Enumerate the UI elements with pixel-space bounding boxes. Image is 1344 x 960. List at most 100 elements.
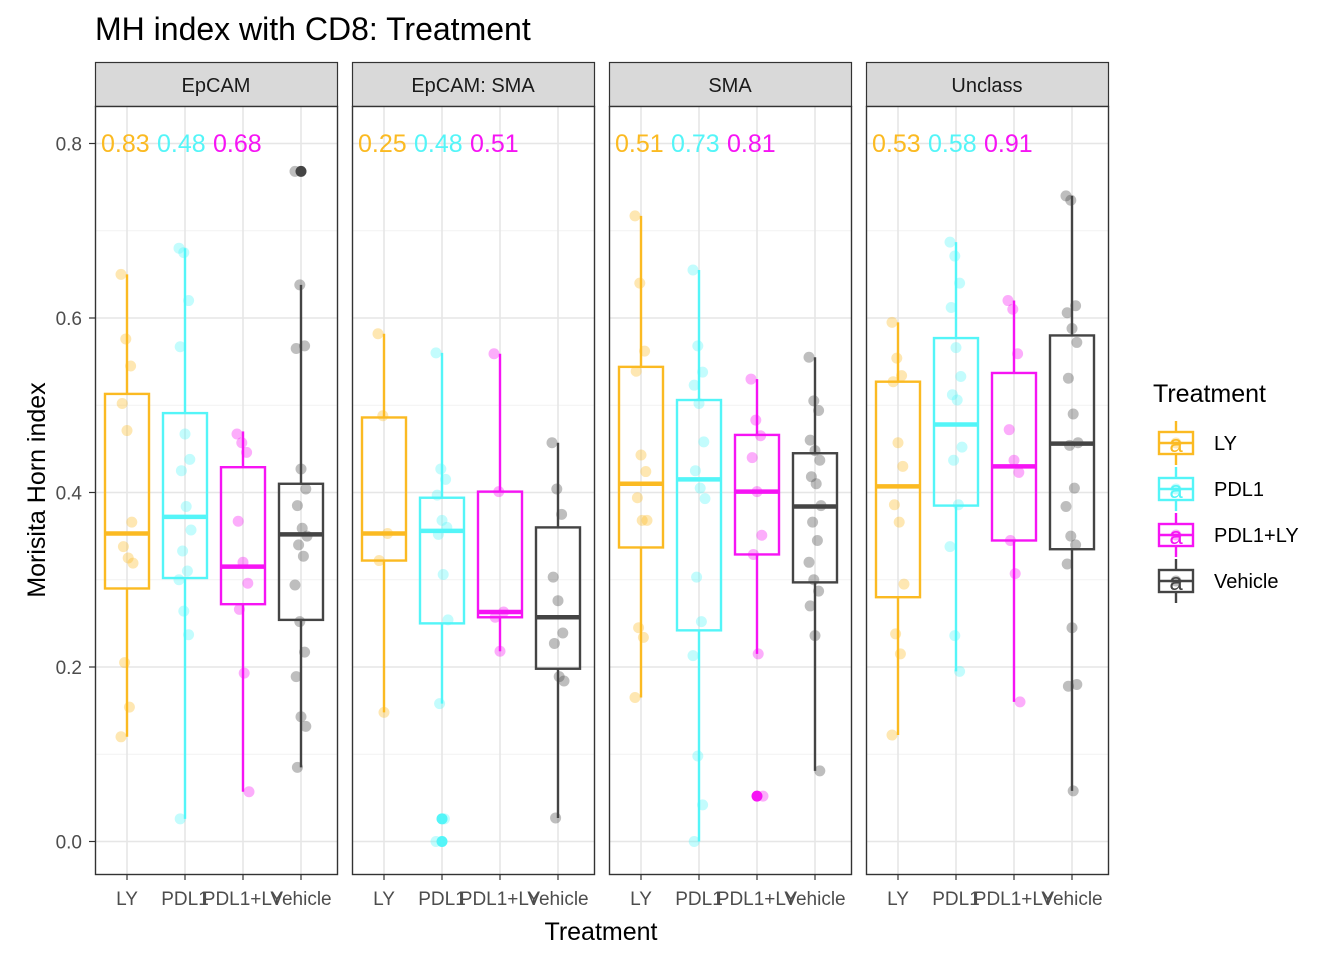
data-point — [1070, 300, 1082, 312]
data-point — [177, 545, 189, 557]
box-ly — [874, 316, 922, 741]
facet-strip-label: EpCAM — [182, 75, 251, 97]
legend-label: LY — [1214, 433, 1237, 455]
legend-title: Treatment — [1153, 380, 1266, 408]
data-point — [813, 585, 825, 597]
data-point — [547, 571, 559, 583]
annotation-text: 0.53 — [872, 130, 921, 158]
data-point — [637, 631, 649, 643]
data-point — [551, 483, 563, 495]
legend-key-point — [1170, 575, 1182, 587]
outlier-point — [436, 836, 448, 847]
box-pdl1-ly — [733, 373, 781, 802]
data-point — [687, 264, 699, 276]
data-point — [1061, 307, 1073, 319]
data-point — [558, 675, 570, 687]
data-point — [289, 579, 301, 591]
legend-item: a PDL1 — [1153, 467, 1264, 511]
data-point — [178, 247, 190, 259]
data-point — [629, 692, 641, 704]
data-point — [803, 351, 815, 363]
data-point — [1002, 295, 1014, 307]
x-tick-label: LY — [630, 889, 652, 910]
box-ly — [360, 328, 408, 718]
legend-label: PDL1 — [1214, 479, 1264, 501]
data-point — [437, 569, 449, 581]
data-point — [293, 539, 305, 551]
data-point — [688, 379, 700, 391]
data-point — [631, 492, 643, 504]
annotation-text: 0.51 — [470, 130, 519, 158]
data-point — [1012, 348, 1024, 360]
annotation-text: 0.25 — [358, 130, 407, 158]
data-point — [893, 516, 905, 528]
legend-key-glyph: a — [1169, 477, 1183, 504]
facet-strip-label: Unclass — [951, 75, 1022, 97]
box-iqr — [418, 496, 466, 625]
data-point — [378, 706, 390, 718]
annotation-text: 0.83 — [101, 130, 150, 158]
data-point — [757, 790, 769, 802]
panel-border — [351, 105, 596, 876]
data-point — [1060, 500, 1072, 512]
data-point — [296, 522, 308, 534]
data-point — [438, 813, 450, 825]
data-point — [1071, 336, 1083, 348]
data-point — [1072, 437, 1084, 449]
box-pdl1 — [161, 242, 209, 825]
data-point — [949, 630, 961, 642]
x-tick-label: LY — [373, 889, 395, 910]
data-point — [630, 365, 642, 377]
data-point — [809, 630, 821, 642]
data-point — [634, 277, 646, 289]
data-point — [119, 657, 131, 669]
data-point — [121, 425, 133, 437]
data-point — [115, 268, 127, 280]
data-point — [1066, 322, 1078, 334]
box-iqr — [874, 380, 922, 599]
data-point — [886, 729, 898, 741]
legend-item: a LY — [1153, 421, 1237, 465]
panel-background — [866, 106, 1109, 875]
data-point — [488, 348, 500, 360]
data-point — [123, 701, 135, 713]
data-point — [954, 277, 966, 289]
data-point — [498, 606, 510, 618]
data-point — [440, 473, 452, 485]
data-point — [692, 340, 704, 352]
box-pdl1 — [675, 264, 723, 847]
x-tick-label: PDL1+LY — [717, 889, 798, 910]
data-point — [640, 466, 652, 478]
data-point — [1066, 622, 1078, 634]
data-point — [808, 395, 820, 407]
data-point — [237, 556, 249, 568]
data-point — [804, 434, 816, 446]
data-point — [1014, 696, 1026, 708]
box-iqr — [277, 482, 325, 622]
data-point — [1008, 454, 1020, 466]
data-point — [299, 340, 311, 352]
data-point — [695, 616, 707, 628]
box-iqr — [476, 490, 524, 619]
data-point — [185, 524, 197, 536]
data-point — [297, 550, 309, 562]
legend-label: PDL1+LY — [1214, 525, 1299, 547]
data-point — [756, 529, 768, 541]
data-point — [290, 671, 302, 683]
data-point — [1062, 680, 1074, 692]
data-point — [892, 437, 904, 449]
data-point — [299, 646, 311, 658]
legend-item: a PDL1+LY — [1153, 513, 1299, 557]
y-axis-title: Morisita Horn index — [23, 382, 51, 598]
outlier-point — [751, 790, 763, 802]
annotation-text: 0.73 — [671, 130, 720, 158]
box-vehicle — [277, 165, 325, 773]
box-iqr — [103, 392, 151, 590]
data-point — [489, 611, 501, 623]
data-point — [116, 398, 128, 410]
legend-key-glyph: a — [1169, 431, 1183, 458]
data-point — [126, 516, 138, 528]
data-point — [178, 605, 190, 617]
x-tick-label: LY — [116, 889, 138, 910]
legend-key-glyph: a — [1169, 523, 1183, 550]
